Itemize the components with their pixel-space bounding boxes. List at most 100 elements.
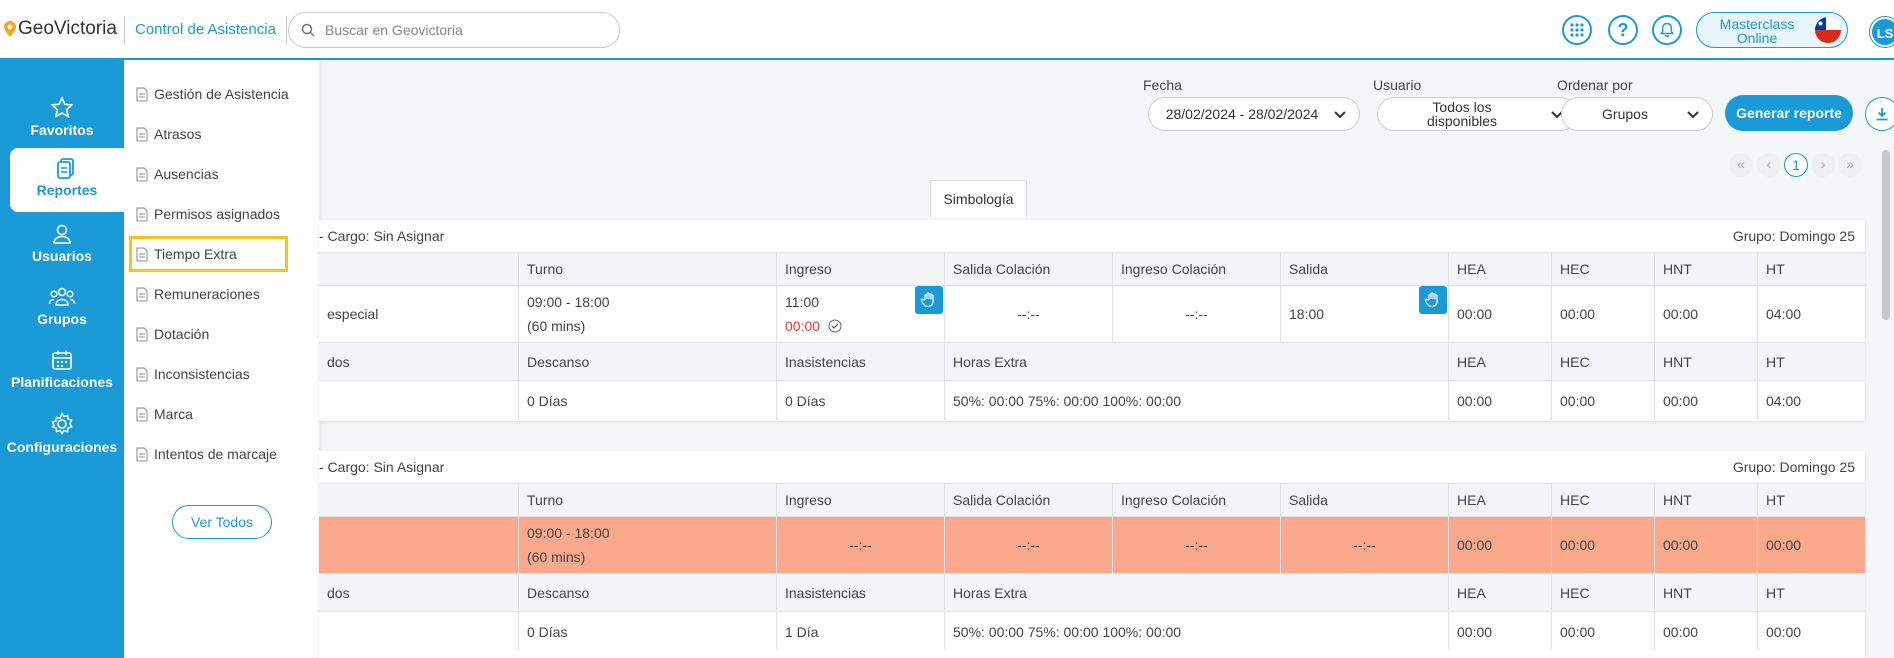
employee-name-cell xyxy=(319,517,518,573)
hnt-cell: 00:00 xyxy=(1654,612,1757,651)
groups-icon xyxy=(48,287,76,306)
usuario-value-line2: disponibles xyxy=(1426,113,1498,129)
masterclass-line2: Online xyxy=(1736,30,1778,46)
generate-report-button[interactable]: Generar reporte xyxy=(1725,95,1853,131)
column-header: HT xyxy=(1757,343,1865,380)
last-page-button[interactable]: » xyxy=(1838,153,1862,177)
location-pin-icon xyxy=(4,21,16,37)
menu-item-marca[interactable]: Marca xyxy=(136,403,193,425)
menu-item-dotacion[interactable]: Dotación xyxy=(136,323,209,345)
check-circle-icon xyxy=(828,319,842,333)
app-name[interactable]: Control de Asistencia xyxy=(124,16,287,44)
hea-cell: 00:00 xyxy=(1448,612,1551,651)
ver-todos-button[interactable]: Ver Todos xyxy=(172,505,272,539)
help-icon[interactable]: ? xyxy=(1608,15,1638,45)
menu-item-intentos-marcaje[interactable]: Intentos de marcaje xyxy=(136,443,277,465)
menu-item-tiempo-extra[interactable]: Tiempo Extra xyxy=(129,236,288,272)
salida-time: 18:00 xyxy=(1289,306,1325,322)
column-header: HNT xyxy=(1654,574,1757,611)
page-1-button[interactable]: 1 xyxy=(1784,153,1808,177)
column-header: dos xyxy=(327,353,350,370)
download-button[interactable] xyxy=(1865,97,1894,131)
sidebar-item-usuarios[interactable]: Usuarios xyxy=(0,222,124,282)
column-header: HEA xyxy=(1448,343,1551,380)
star-icon xyxy=(50,96,74,118)
menu-item-label: Permisos asignados xyxy=(154,206,281,222)
sidebar-item-label: Planificaciones xyxy=(11,374,113,390)
reports-icon xyxy=(57,158,74,179)
document-icon xyxy=(136,447,148,461)
menu-item-gestion-asistencia[interactable]: Gestión de Asistencia xyxy=(136,83,289,105)
hand-mark-icon[interactable] xyxy=(915,286,943,314)
grupo-text: Grupo: Domingo 25 xyxy=(1732,228,1855,244)
turno-cell: 09:00 - 18:00 (60 mins) xyxy=(518,286,776,342)
document-icon xyxy=(136,247,148,261)
vertical-scrollbar[interactable] xyxy=(1882,150,1890,320)
sidebar-item-label: Configuraciones xyxy=(6,439,118,455)
sidebar-item-planificaciones[interactable]: Planificaciones xyxy=(0,348,124,408)
column-header: HT xyxy=(1757,574,1865,611)
avatar[interactable]: LS xyxy=(1870,17,1894,47)
sidebar-item-configuraciones[interactable]: Configuraciones xyxy=(0,411,124,471)
fecha-label: Fecha xyxy=(1143,77,1182,93)
menu-item-atrasos[interactable]: Atrasos xyxy=(136,123,201,145)
table-header-row: Turno Ingreso Salida Colación Ingreso Co… xyxy=(319,252,1865,285)
apps-grid-icon[interactable] xyxy=(1562,15,1592,45)
descanso-cell: 0 Días xyxy=(518,612,776,651)
search-input[interactable]: Buscar en Geovictoria xyxy=(288,12,620,48)
menu-item-label: Tiempo Extra xyxy=(154,246,237,262)
ingreso-delay: 00:00 xyxy=(785,318,821,334)
simbologia-tab[interactable]: Simbología xyxy=(930,180,1027,217)
sidebar-item-grupos[interactable]: Grupos xyxy=(0,285,124,345)
chevron-down-icon xyxy=(1551,111,1563,119)
chevron-down-icon xyxy=(1334,111,1346,119)
column-header: dos xyxy=(327,584,350,601)
prev-page-button[interactable]: ‹ xyxy=(1757,153,1781,177)
top-bar: GeoVictoria Control de Asistencia Buscar… xyxy=(0,0,1894,60)
next-page-button[interactable]: › xyxy=(1811,153,1835,177)
column-header: Ingreso xyxy=(776,253,944,285)
horas-extra-cell: 50%: 00:00 75%: 00:00 100%: 00:00 xyxy=(944,612,1448,651)
menu-item-ausencias[interactable]: Ausencias xyxy=(136,163,219,185)
masterclass-button[interactable]: Masterclass Online xyxy=(1696,12,1848,48)
column-header: HEA xyxy=(1448,484,1551,516)
document-icon xyxy=(136,167,148,181)
column-header xyxy=(319,253,518,285)
turno-time: 09:00 - 18:00 xyxy=(527,525,610,541)
column-header: Ingreso xyxy=(776,484,944,516)
bell-icon[interactable] xyxy=(1652,15,1682,45)
grupo-text: Grupo: Domingo 25 xyxy=(1732,459,1855,475)
first-page-button[interactable]: « xyxy=(1729,153,1753,177)
menu-item-permisos-asignados[interactable]: Permisos asignados xyxy=(136,203,280,225)
column-header: Salida xyxy=(1280,253,1448,285)
horas-extra-cell: 50%: 00:00 75%: 00:00 100%: 00:00 xyxy=(944,381,1448,420)
document-icon xyxy=(136,207,148,221)
hand-mark-icon[interactable] xyxy=(1419,286,1447,314)
sidebar-item-favoritos[interactable]: Favoritos xyxy=(0,96,124,156)
column-header: Horas Extra xyxy=(944,574,1448,611)
logo-text: GeoVictoria xyxy=(18,18,117,39)
summary-header-row: dos Descanso Inasistencias Horas Extra H… xyxy=(319,342,1865,380)
usuario-label: Usuario xyxy=(1373,77,1422,93)
salida-cell: 18:00 xyxy=(1280,286,1448,342)
hea-cell: 00:00 xyxy=(1448,517,1551,573)
column-header: Horas Extra xyxy=(944,343,1448,380)
chevron-down-icon xyxy=(1687,111,1699,119)
column-header: HEC xyxy=(1551,343,1654,380)
table-row: 09:00 - 18:00 (60 mins) --:-- --:-- --:--… xyxy=(319,516,1865,573)
sidebar-item-reportes[interactable]: Reportes xyxy=(10,148,124,212)
fecha-select[interactable]: 28/02/2024 - 28/02/2024 xyxy=(1148,97,1360,131)
geovictoria-logo[interactable]: GeoVictoria xyxy=(4,18,117,40)
summary-header-row: dos Descanso Inasistencias Horas Extra H… xyxy=(319,573,1865,611)
menu-item-inconsistencias[interactable]: Inconsistencias xyxy=(136,363,250,385)
sidebar-item-label: Favoritos xyxy=(30,122,94,138)
card-header: - Cargo: Sin Asignar Grupo: Domingo 25 xyxy=(319,220,1865,254)
ordenar-select[interactable]: Grupos xyxy=(1561,97,1713,131)
menu-item-remuneraciones[interactable]: Remuneraciones xyxy=(136,283,260,305)
usuario-select[interactable]: Todos los disponibles xyxy=(1377,97,1577,131)
inasistencias-cell: 0 Días xyxy=(776,381,944,420)
descanso-cell: 0 Días xyxy=(518,381,776,420)
column-header: HEC xyxy=(1551,484,1654,516)
salida-colacion-cell: --:-- xyxy=(944,286,1112,342)
turno-break: (60 mins) xyxy=(527,318,586,334)
